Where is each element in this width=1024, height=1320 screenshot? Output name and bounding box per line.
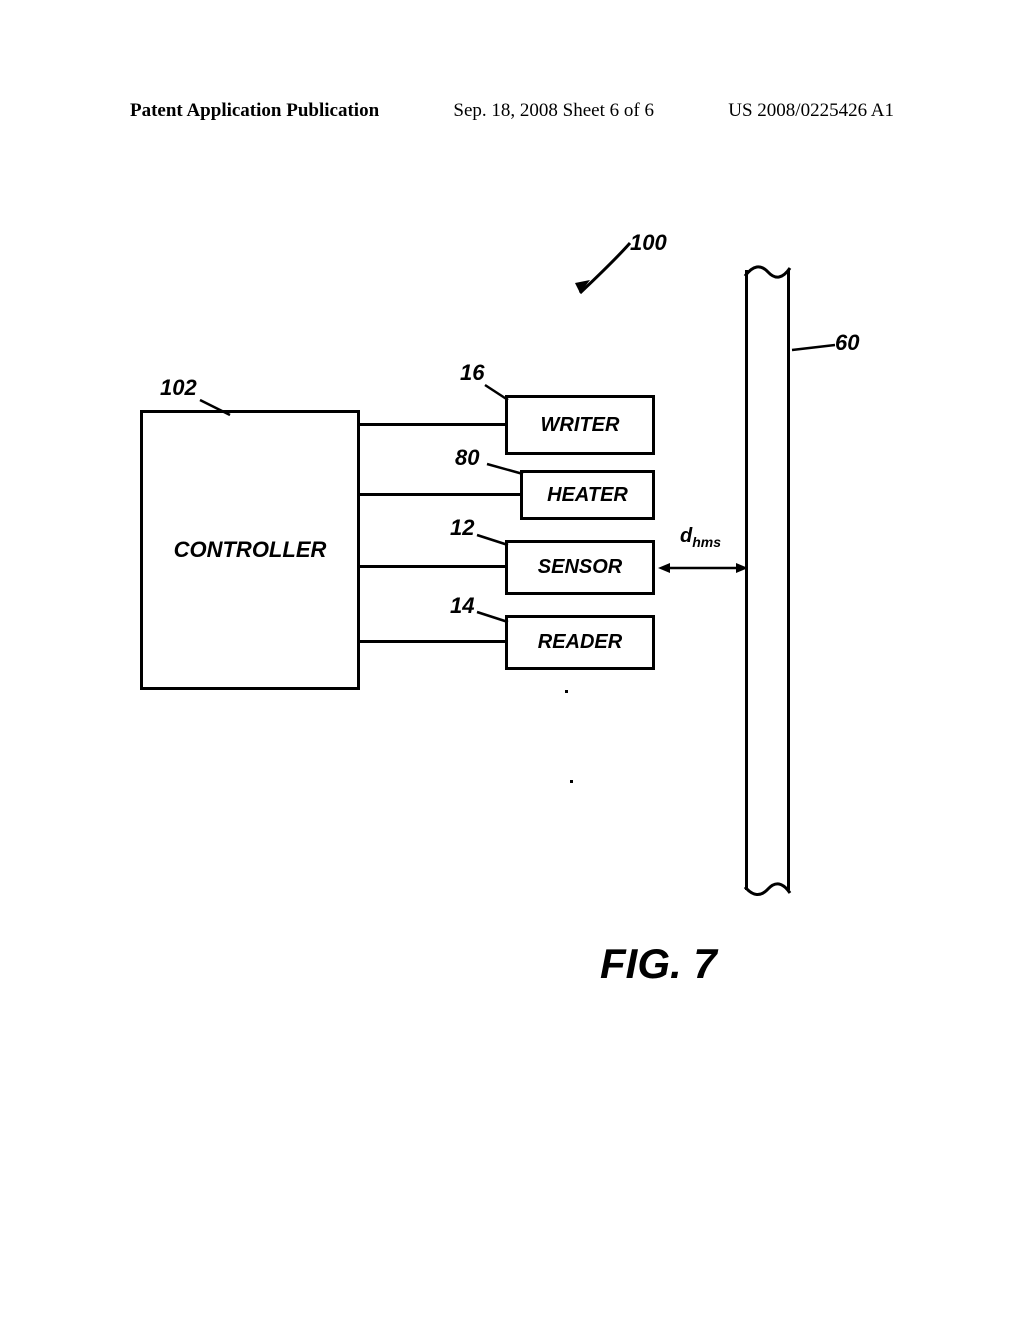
header-date-sheet: Sep. 18, 2008 Sheet 6 of 6	[453, 100, 654, 122]
ref-80: 80	[455, 445, 479, 471]
heater-block: HEATER	[520, 470, 655, 520]
leader-80	[485, 462, 525, 477]
sensor-block: SENSOR	[505, 540, 655, 595]
noise-dot-2	[570, 780, 573, 783]
leader-60	[790, 340, 840, 360]
medium-right-edge	[787, 270, 790, 890]
controller-block: CONTROLLER	[140, 410, 360, 690]
header-patent-number: US 2008/0225426 A1	[728, 100, 894, 122]
reader-text: READER	[538, 631, 622, 654]
conn-writer	[360, 423, 505, 426]
medium-bottom-wave	[742, 877, 793, 902]
ref-14: 14	[450, 593, 474, 619]
ref-12: 12	[450, 515, 474, 541]
medium-top-wave	[742, 258, 793, 283]
writer-block: WRITER	[505, 395, 655, 455]
leader-12	[475, 533, 510, 548]
leader-14	[475, 610, 510, 625]
heater-text: HEATER	[547, 484, 628, 507]
header-publication: Patent Application Publication	[130, 100, 379, 122]
figure-diagram: CONTROLLER WRITER HEATER SENSOR READER 1…	[100, 240, 900, 940]
conn-heater	[360, 493, 520, 496]
page-header: Patent Application Publication Sep. 18, …	[0, 100, 1024, 122]
leader-16	[480, 380, 510, 405]
leader-100	[560, 235, 640, 305]
leader-102	[195, 395, 235, 420]
d-hms-d: d	[680, 525, 692, 547]
ref-102: 102	[160, 375, 197, 401]
medium-slab	[745, 270, 790, 890]
writer-text: WRITER	[541, 414, 620, 437]
figure-label: FIG. 7	[600, 940, 717, 988]
conn-sensor	[360, 565, 505, 568]
conn-reader	[360, 640, 505, 643]
dim-dhms	[658, 558, 748, 578]
reader-block: READER	[505, 615, 655, 670]
medium-left-edge	[745, 270, 748, 890]
noise-dot-1	[565, 690, 568, 693]
d-hms-sub: hms	[692, 534, 721, 550]
d-hms-label: dhms	[680, 525, 721, 550]
controller-text: CONTROLLER	[174, 537, 327, 563]
sensor-text: SENSOR	[538, 556, 622, 579]
